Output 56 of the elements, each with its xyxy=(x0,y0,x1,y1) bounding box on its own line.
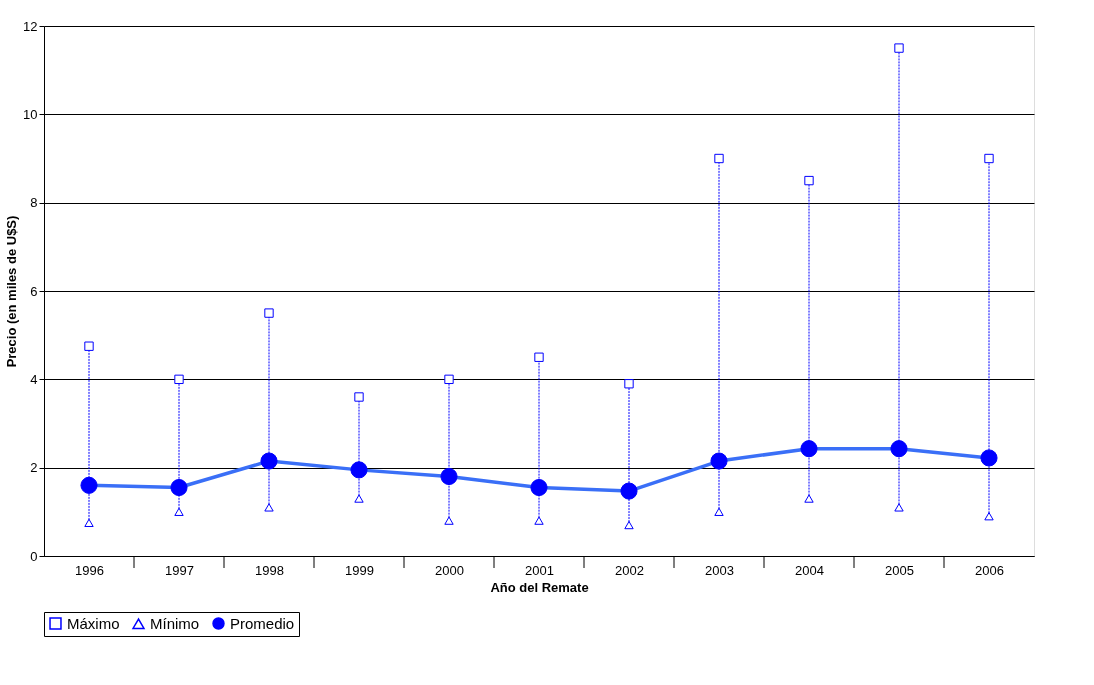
x-tick-label: 1998 xyxy=(255,562,284,578)
point xyxy=(890,440,908,458)
point xyxy=(534,352,544,362)
point xyxy=(260,452,278,470)
point xyxy=(444,516,454,525)
point xyxy=(984,512,994,521)
point xyxy=(84,518,94,527)
x-tick-label: 2000 xyxy=(435,562,464,578)
point xyxy=(174,374,184,385)
point xyxy=(984,153,994,164)
point xyxy=(80,476,98,494)
point xyxy=(804,175,814,186)
y-tick-label: 6 xyxy=(30,283,38,299)
point xyxy=(894,503,904,512)
point xyxy=(894,43,904,53)
y-tick-label: 0 xyxy=(30,548,38,564)
y-tick-label: 10 xyxy=(23,106,38,122)
x-tick-label: 2006 xyxy=(975,562,1004,578)
y-tick-label: 4 xyxy=(30,371,38,387)
x-tick-label: 1999 xyxy=(345,562,374,578)
y-axis-title: Precio (en miles de U$S) xyxy=(4,215,20,368)
y-tick-label: 2 xyxy=(30,460,38,476)
point xyxy=(84,341,94,351)
point xyxy=(354,392,364,402)
point xyxy=(170,479,188,497)
x-tick-label: 1996 xyxy=(75,562,104,578)
point xyxy=(804,494,814,503)
point xyxy=(264,503,274,512)
legend-label: Mínimo xyxy=(150,614,200,632)
point xyxy=(264,308,274,318)
y-tick-label: 12 xyxy=(23,18,38,34)
point xyxy=(710,452,728,470)
x-axis-title: Año del Remate xyxy=(490,579,589,595)
point xyxy=(530,479,548,497)
x-tick-label: 2005 xyxy=(885,562,914,578)
point xyxy=(350,461,368,479)
legend-label: Máximo xyxy=(67,614,120,632)
point xyxy=(174,507,184,516)
point xyxy=(354,494,364,503)
point xyxy=(440,467,458,486)
x-tick-label: 2003 xyxy=(705,562,734,578)
point xyxy=(624,520,634,530)
point xyxy=(620,482,638,500)
x-tick-label: 1997 xyxy=(165,562,194,578)
x-tick-label: 2004 xyxy=(795,562,824,578)
point xyxy=(534,516,544,525)
point xyxy=(624,379,634,389)
point xyxy=(980,449,998,467)
y-tick-label: 8 xyxy=(30,195,38,211)
x-tick-label: 2001 xyxy=(525,562,554,578)
legend-label: Promedio xyxy=(230,614,295,632)
point xyxy=(444,374,454,385)
x-tick-label: 2002 xyxy=(615,562,644,578)
point xyxy=(714,153,724,164)
point xyxy=(714,507,724,516)
point xyxy=(800,440,818,458)
